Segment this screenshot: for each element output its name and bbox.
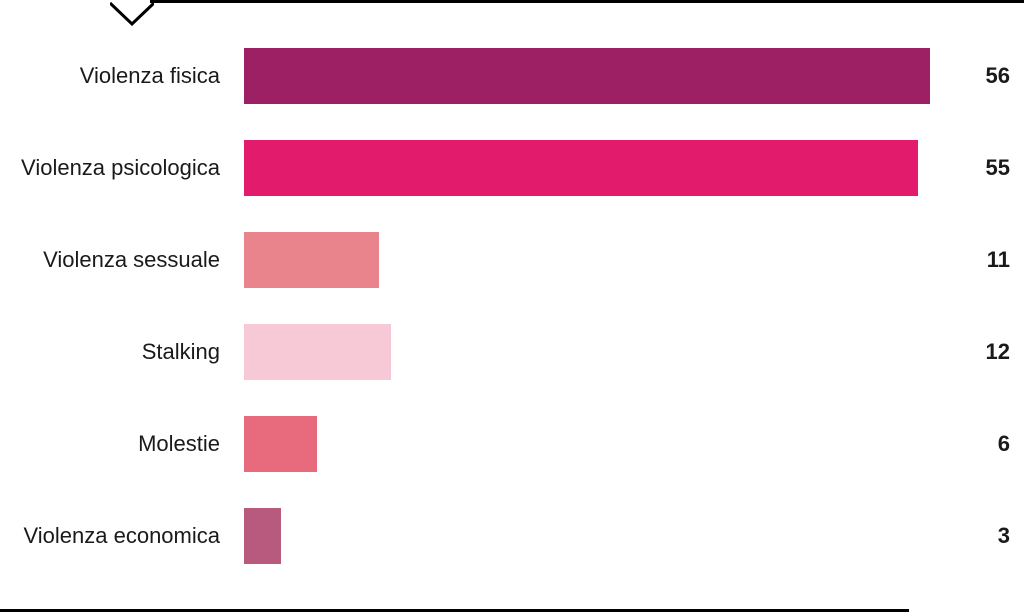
chart-row: Violenza sessuale 11 — [0, 214, 1024, 306]
bar-track — [244, 508, 930, 563]
bar — [244, 416, 317, 471]
bar-track — [244, 140, 930, 195]
bar-track — [244, 232, 930, 287]
bar-track — [244, 48, 930, 103]
value-label: 3 — [930, 523, 1024, 549]
chart-wrapper: Violenza fisica56Violenza psicologica55V… — [0, 0, 1024, 612]
chart-row: Violenza economica 3 — [0, 490, 1024, 582]
chart-row: Molestie 6 — [0, 398, 1024, 490]
bar — [244, 48, 930, 103]
bar-track — [244, 324, 930, 379]
chart-row: Stalking 12 — [0, 306, 1024, 398]
chart-row: Violenza psicologica 55 — [0, 122, 1024, 214]
category-label: Violenza sessuale — [0, 247, 244, 273]
value-label: 6 — [930, 431, 1024, 457]
category-label: Stalking — [0, 339, 244, 365]
frame-top-line — [150, 0, 1024, 3]
category-label: Violenza psicologica — [0, 155, 244, 181]
bar — [244, 508, 281, 563]
value-label: 12 — [930, 339, 1024, 365]
category-label: Violenza economica — [0, 523, 244, 549]
value-label: 56 — [930, 63, 1024, 89]
bar — [244, 232, 379, 287]
plot-area: Violenza fisica56Violenza psicologica55V… — [0, 30, 1024, 582]
category-label: Violenza fisica — [0, 63, 244, 89]
bar — [244, 140, 918, 195]
value-label: 11 — [930, 247, 1024, 273]
bar — [244, 324, 391, 379]
bar-track — [244, 416, 930, 471]
value-label: 55 — [930, 155, 1024, 181]
chart-row: Violenza fisica 56 — [0, 30, 1024, 122]
category-label: Molestie — [0, 431, 244, 457]
